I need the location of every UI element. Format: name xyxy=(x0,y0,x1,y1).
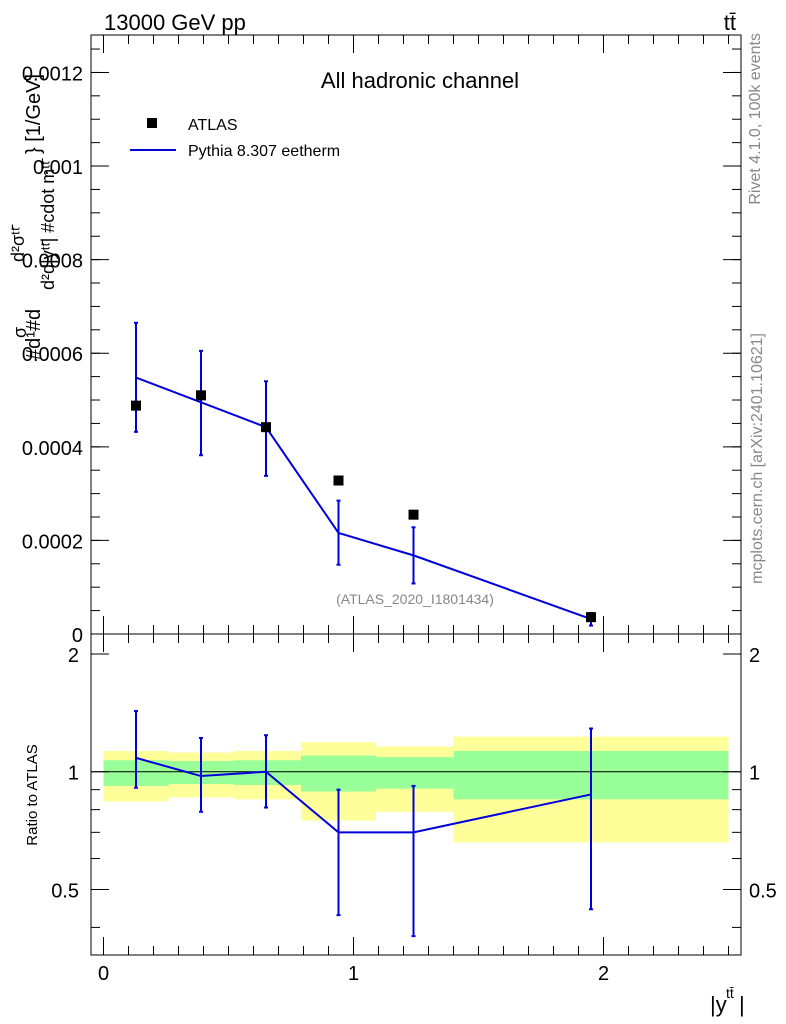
y-label-part-1: #d¹#d xyxy=(23,309,45,360)
main-y-tick-label: 0.0006 xyxy=(22,344,83,366)
main-y-tick-label: 0.0004 xyxy=(22,438,83,460)
main-y-tick-label: 0.0008 xyxy=(22,251,83,273)
ratio-plot-panel: 0.5 0.5 1 1 2 2 0 1 2 Ratio to ATLAS |y tt̄ | xyxy=(24,633,777,1017)
atlas-data-point xyxy=(333,475,344,486)
ratio-line xyxy=(135,756,592,834)
legend-pythia-label: Pythia 8.307 eetherm xyxy=(188,143,340,160)
atlas-data-point xyxy=(586,612,596,623)
ratio-green-band xyxy=(301,755,376,792)
main-y-tick-label: 0 xyxy=(72,625,83,647)
y-label-part-3: d²σᵗᵗ̄ xyxy=(8,224,28,262)
main-plot-title: All hadronic channel xyxy=(321,68,519,93)
ratio-y-axis-label: Ratio to ATLAS xyxy=(24,744,41,845)
ratio-y-tick-label-right: 0.5 xyxy=(749,880,777,902)
ratio-green-band xyxy=(376,757,454,789)
pythia-line xyxy=(135,376,592,620)
main-y-tick-label: 0.0012 xyxy=(22,63,83,85)
x-label-main: |y xyxy=(710,992,727,1017)
ratio-y-tick-label-right: 2 xyxy=(749,645,760,667)
main-y-axis-label: #d¹#d σ d²σᵗᵗ̄ d²d|yᵗᵗ̄| #cdot mᵗᵗ̄ } [1… xyxy=(8,74,58,360)
ratio-plot-frame xyxy=(90,633,742,956)
x-axis-label: |y tt̄ | xyxy=(710,985,745,1017)
ratio-y-tick-label-right: 1 xyxy=(749,763,760,785)
analysis-tag: (ATLAS_2020_I1801434) xyxy=(336,591,494,607)
y-label-part-2: σ xyxy=(10,327,30,338)
x-label-end: | xyxy=(739,992,745,1017)
main-y-tick-label: 0.0002 xyxy=(22,531,83,553)
ratio-y-tick-label: 1 xyxy=(68,763,79,785)
x-label-superscript: tt̄ xyxy=(726,985,734,1001)
energy-label: 13000 GeV pp xyxy=(104,10,246,35)
y-label-part-4: d²d|yᵗᵗ̄| #cdot mᵗᵗ̄ xyxy=(38,158,58,290)
legend-atlas-marker xyxy=(147,118,157,128)
ratio-y-tick-label: 2 xyxy=(68,645,79,667)
x-tick-label: 2 xyxy=(598,963,609,985)
y-label-part-5: } [1/GeV] xyxy=(23,74,45,154)
main-plot-panel: 0 0.0002 0.0004 0.0006 0.0008 0.001 0.0012 All… xyxy=(8,34,742,647)
legend-atlas-label: ATLAS xyxy=(188,117,238,134)
ratio-y-tick-label: 0.5 xyxy=(51,880,79,902)
atlas-data-point xyxy=(261,422,271,433)
atlas-data-point xyxy=(131,400,141,411)
mcplots-label: mcplots.cern.ch [arXiv:2401.10621] xyxy=(749,333,766,584)
x-tick-label: 0 xyxy=(98,963,109,985)
x-tick-label: 1 xyxy=(348,963,359,985)
rivet-version-label: Rivet 4.1.0, 100k events xyxy=(747,33,764,205)
process-label: tt̄ xyxy=(724,10,736,35)
main-y-tick-label: 0.001 xyxy=(33,157,83,179)
atlas-data-point xyxy=(196,390,206,401)
atlas-data-point xyxy=(408,509,419,520)
